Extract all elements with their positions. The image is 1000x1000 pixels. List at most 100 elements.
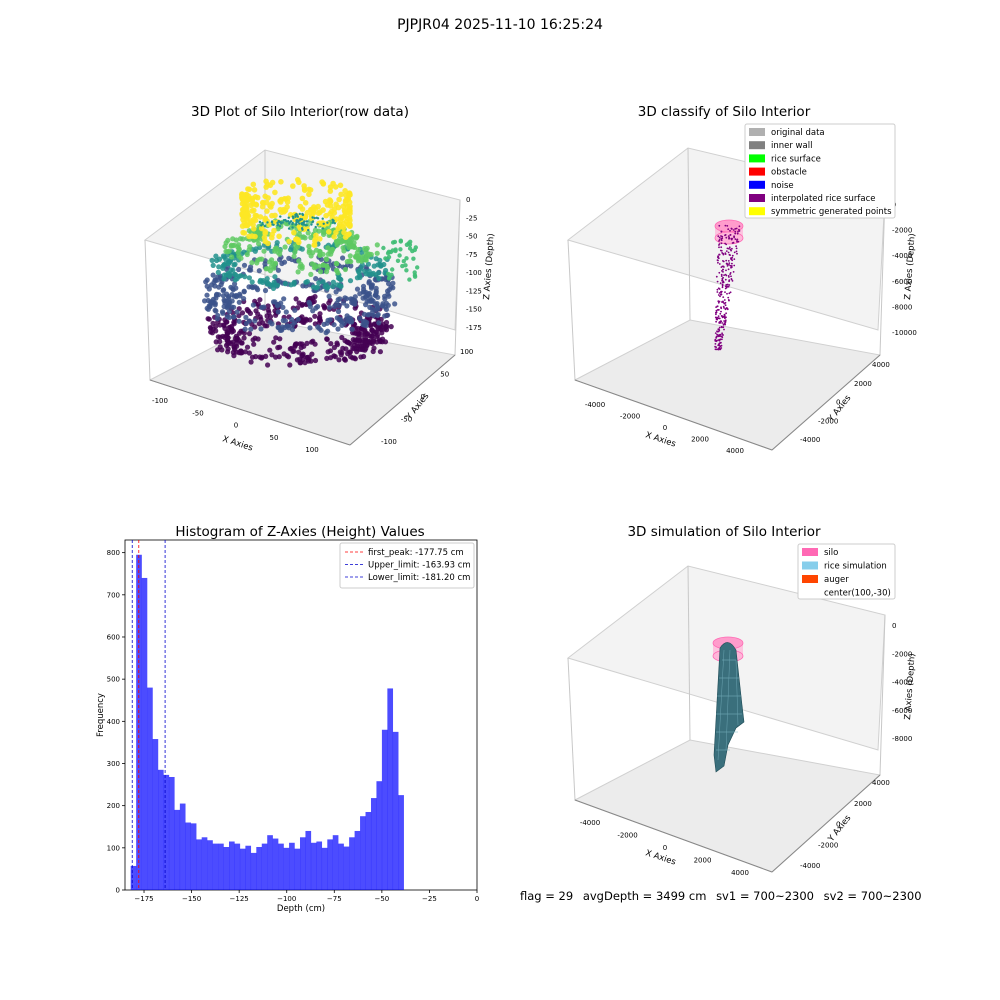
histogram-bar <box>305 830 312 890</box>
histogram-x-tick-label: −150 <box>182 895 201 903</box>
histogram-y-tick-label: 100 <box>107 844 120 852</box>
histogram-bar <box>196 839 202 890</box>
histogram-bar <box>376 781 383 890</box>
histogram-bar <box>201 837 208 890</box>
raw-scatter-points <box>202 177 420 368</box>
flag-text: flag = 29 <box>520 889 574 903</box>
histogram-bar <box>360 816 366 890</box>
simulation-z-label: Z Axies (Depth) <box>903 653 918 720</box>
legend-label: silo <box>824 548 838 558</box>
histogram-bar <box>349 837 355 890</box>
histogram-legend-label: Lower_limit: -181.20 cm <box>368 573 470 583</box>
histogram-bar <box>234 843 241 890</box>
figure-title: PJPJR04 2025-11-10 16:25:24 <box>397 17 603 33</box>
histogram-bar <box>283 847 290 890</box>
classify-z-tick-label: -10000 <box>892 329 917 337</box>
histogram-bar <box>289 842 295 890</box>
histogram-y-label: Frequency <box>96 693 106 737</box>
classify-z-tick-label: -2000 <box>892 227 912 235</box>
raw-z-tick-label: -25 <box>466 214 477 222</box>
histogram-y-tick-label: 200 <box>107 802 120 810</box>
raw-z-tick-label: -50 <box>466 233 477 241</box>
raw-x-ticks: -100 -50 0 50 100 <box>152 397 319 454</box>
raw-y-tick-label: 50 <box>440 371 449 379</box>
classify-legend: original data inner wall rice surface obsta… <box>744 123 896 219</box>
raw-y-tick-label: 0 <box>421 393 425 401</box>
histogram-y-ticks: 0 100 200 300 400 500 600 700 800 <box>107 549 125 895</box>
histogram-bar <box>267 835 273 890</box>
simulation-z-tick-label: -8000 <box>892 735 912 743</box>
histogram-bar <box>147 687 153 890</box>
raw-3d-plot: -100 -50 0 50 100 -100 -50 0 50 100 0 -25 -50 -75 -1… <box>143 149 497 454</box>
histogram-legend-label: Upper_limit: -163.93 cm <box>368 561 471 571</box>
histogram-x-label: Depth (cm) <box>277 904 325 914</box>
histogram-bar <box>179 803 186 890</box>
histogram-bar <box>163 774 170 890</box>
histogram-bar <box>316 841 323 890</box>
histogram-bar <box>327 839 333 890</box>
simulation-x-tick-label: -2000 <box>617 832 637 840</box>
histogram-bar <box>261 843 268 890</box>
raw-plot-title: 3D Plot of Silo Interior(row data) <box>191 104 409 120</box>
raw-z-label: Z Axies (Depth) <box>482 233 497 300</box>
classify-y-tick-label: 0 <box>836 399 840 407</box>
classify-interpolated-points <box>714 224 741 351</box>
histogram-bar <box>174 809 181 890</box>
classify-z-tick-label: -4000 <box>892 252 912 260</box>
raw-x-tick-label: 50 <box>270 434 279 442</box>
raw-z-tick-label: -175 <box>466 324 482 332</box>
histogram-bar <box>332 835 339 890</box>
simulation-z-tick-label: 0 <box>892 622 896 630</box>
simulation-x-ticks: -4000 -2000 0 2000 4000 <box>580 819 749 877</box>
histogram-bar <box>278 843 284 890</box>
simulation-z-tick-label: -6000 <box>892 707 912 715</box>
raw-x-label: X Axies <box>221 434 254 453</box>
histogram-bar <box>338 843 344 890</box>
histogram-x-tick-label: −25 <box>422 895 437 903</box>
classify-y-tick-label: -2000 <box>818 417 838 425</box>
histogram-bar <box>158 769 164 890</box>
simulation-x-tick-label: 2000 <box>694 857 712 865</box>
raw-x-tick-label: -100 <box>152 397 168 405</box>
classify-y-ticks: -4000 -2000 0 2000 4000 <box>800 361 890 444</box>
legend-label: rice surface <box>771 154 821 164</box>
simulation-y-tick-label: -2000 <box>818 841 838 849</box>
classify-x-tick-label: 2000 <box>691 436 709 444</box>
legend-label: auger <box>824 575 849 585</box>
legend-label: inner wall <box>771 141 812 151</box>
histogram-bar <box>212 843 219 890</box>
histogram-legend: first_peak: -177.75 cm Upper_limit: -163.… <box>339 542 475 589</box>
status-footer: flag = 29 avgDepth = 3499 cm sv1 = 700~2… <box>520 889 928 903</box>
raw-y-ticks: -100 -50 0 50 100 <box>381 348 473 446</box>
classify-y-tick-label: 2000 <box>854 380 872 388</box>
histogram-bar <box>294 848 301 890</box>
histogram-bar <box>152 739 159 890</box>
histogram-bar <box>239 848 246 890</box>
histogram-bars <box>130 554 404 890</box>
histogram-bar <box>185 822 191 890</box>
histogram-bar <box>299 837 306 890</box>
histogram-y-tick-label: 800 <box>107 549 120 557</box>
simulation-plot-title: 3D simulation of Silo Interior <box>627 524 821 540</box>
histogram-bar <box>365 811 372 890</box>
histogram-x-tick-label: −175 <box>134 895 153 903</box>
histogram-y-tick-label: 300 <box>107 760 120 768</box>
classify-x-ticks: -4000 -2000 0 2000 4000 <box>585 401 744 455</box>
histogram-legend-label: first_peak: -177.75 cm <box>368 548 464 558</box>
legend-label: obstacle <box>771 168 807 178</box>
raw-x-tick-label: 0 <box>234 422 238 430</box>
legend-label: original data <box>771 128 825 138</box>
histogram-bar <box>392 731 399 890</box>
sv1-text: sv1 = 700~2300 <box>716 889 814 903</box>
histogram-bar <box>387 688 394 890</box>
simulation-z-tick-label: -2000 <box>892 650 912 658</box>
classify-z-tick-label: -8000 <box>892 303 912 311</box>
raw-z-ticks: 0 -25 -50 -75 -100 -125 -150 -175 <box>466 196 482 332</box>
histogram-bar <box>130 865 137 890</box>
simulation-x-tick-label: 0 <box>663 844 667 852</box>
raw-y-tick-label: -100 <box>381 438 397 446</box>
simulation-y-tick-label: 2000 <box>854 800 872 808</box>
histogram-bar <box>256 846 262 890</box>
histogram-bar <box>381 729 388 890</box>
